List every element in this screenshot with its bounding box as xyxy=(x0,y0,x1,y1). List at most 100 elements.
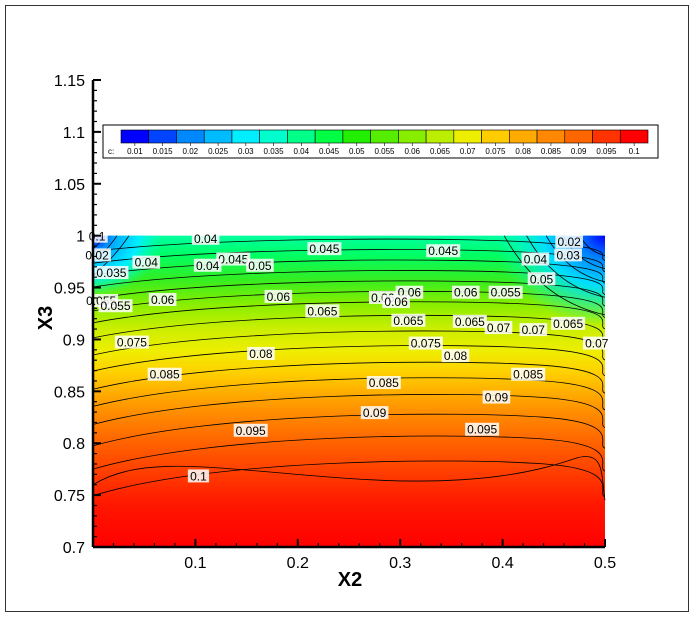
contour-label: 0.07 xyxy=(522,323,546,337)
legend-swatch xyxy=(287,129,316,144)
contour-label: 0.06 xyxy=(267,290,291,304)
contour-label-group: 0.02 xyxy=(83,248,111,262)
y-tick-label: 0.9 xyxy=(63,332,85,349)
contour-line xyxy=(92,301,606,330)
legend-swatch xyxy=(176,129,205,144)
legend-swatch xyxy=(564,129,593,144)
y-tick-label: 0.7 xyxy=(63,540,85,557)
contour-label: 0.065 xyxy=(553,317,583,331)
contour-label-group: 0.04 xyxy=(521,252,550,267)
x-tick-label: 0.1 xyxy=(184,555,206,572)
legend-level-label: 0.05 xyxy=(349,147,365,156)
y-tick-label: 0.85 xyxy=(54,384,85,401)
contour-label: 0.065 xyxy=(393,314,423,328)
legend-swatch xyxy=(453,129,482,144)
x-tick-label: 0.5 xyxy=(594,555,616,572)
contour-line xyxy=(92,361,606,394)
contour-label: 0.045 xyxy=(428,244,458,258)
contour-label-group: 0.04 xyxy=(132,255,161,270)
legend-level-label: 0.09 xyxy=(571,147,587,156)
contour-label-group: 0.1 xyxy=(86,229,108,244)
contour-label-bg xyxy=(554,248,582,262)
contour-label: 0.095 xyxy=(467,423,497,437)
contour-label: 0.04 xyxy=(524,253,548,267)
x-tick-label: 0.3 xyxy=(389,555,411,572)
contour-label: 0.09 xyxy=(363,406,387,420)
contour-label: 0.075 xyxy=(117,336,147,350)
contour-label-group: 0.085 xyxy=(511,367,546,382)
contour-label-bg xyxy=(511,367,546,381)
contour-label: 0.035 xyxy=(96,266,126,280)
contour-label: 0.06 xyxy=(384,295,408,309)
contour-label-group: 0.07 xyxy=(583,336,611,351)
contour-label-bg xyxy=(360,406,389,420)
contour-label-group: 0.09 xyxy=(360,406,389,420)
contour-label-group: 0.08 xyxy=(441,349,470,363)
contour-label: 0.055 xyxy=(491,286,521,300)
x-tick-label: 0.4 xyxy=(491,555,513,572)
legend-level-label: 0.065 xyxy=(430,147,451,156)
contour-label: 0.05 xyxy=(530,272,554,286)
contour-label-bg xyxy=(264,289,293,303)
legend-swatch xyxy=(342,129,371,144)
contour-label-bg xyxy=(148,293,177,307)
contour-label: 0.095 xyxy=(236,424,266,438)
contour-label-bg xyxy=(216,252,251,266)
legend-swatch xyxy=(148,129,177,144)
contour-label: 0.075 xyxy=(411,337,441,351)
legend-swatch xyxy=(398,129,427,144)
figure-frame xyxy=(5,5,689,612)
contour-label-bg xyxy=(191,231,220,245)
contour-label: 0.04 xyxy=(135,256,159,270)
contour-line xyxy=(92,413,606,449)
contour-label: 0.08 xyxy=(444,349,468,363)
legend-level-label: 0.06 xyxy=(404,147,420,156)
contour-line xyxy=(92,377,606,411)
y-tick-label: 0.8 xyxy=(63,436,85,453)
legend-swatch xyxy=(314,129,344,144)
contour-line xyxy=(92,345,606,376)
contour-label-group: 0.065 xyxy=(305,304,340,318)
contour-label-group: 0.05 xyxy=(246,258,274,273)
legend-level-label: 0.015 xyxy=(153,147,174,156)
contour-label-group: 0.045 xyxy=(426,244,461,258)
contour-label: 0.085 xyxy=(369,376,399,390)
legend-swatch xyxy=(481,129,510,144)
contour-label: 0.07 xyxy=(487,321,511,335)
contour-label-bg xyxy=(426,244,461,258)
y-tick-label: 1.1 xyxy=(63,125,85,142)
contour-line xyxy=(92,249,606,273)
contour-label-bg xyxy=(441,349,470,363)
legend-swatch xyxy=(231,129,260,144)
contour-label: 0.06 xyxy=(454,286,478,300)
contour-label-group: 0.02 xyxy=(555,234,583,249)
contour-label: 0.1 xyxy=(190,469,207,483)
contour-label-bg xyxy=(521,252,550,266)
contour-label-bg xyxy=(488,285,523,299)
x-axis-title: X2 xyxy=(338,569,362,591)
contour-label-group: 0.095 xyxy=(465,422,500,437)
contour-label-bg xyxy=(94,266,129,280)
contour-line-corner-right xyxy=(526,235,606,298)
contour-label-group: 0.06 xyxy=(264,289,293,304)
contour-label-bg xyxy=(366,376,401,390)
contour-label-group: 0.07 xyxy=(519,323,548,337)
contour-label-bg xyxy=(408,336,443,350)
legend-level-label: 0.045 xyxy=(319,147,340,156)
contour-label-group: 0.065 xyxy=(391,313,426,328)
contour-label: 0.02 xyxy=(85,248,109,262)
legend-level-label: 0.02 xyxy=(183,147,199,156)
contour-label-group: 0.09 xyxy=(482,390,511,405)
contour-label: 0.055 xyxy=(101,299,131,313)
contour-label: 0.085 xyxy=(513,368,543,382)
contour-label: 0.085 xyxy=(150,368,180,382)
contour-label-group: 0.075 xyxy=(114,335,149,350)
legend-level-label: 0.025 xyxy=(208,147,229,156)
contour-label-bg xyxy=(391,313,426,327)
contour-line xyxy=(92,280,606,307)
legend-variable-label: c: xyxy=(108,147,114,156)
contour-label: 0.065 xyxy=(307,304,337,318)
contour-label: 0.08 xyxy=(249,347,273,361)
